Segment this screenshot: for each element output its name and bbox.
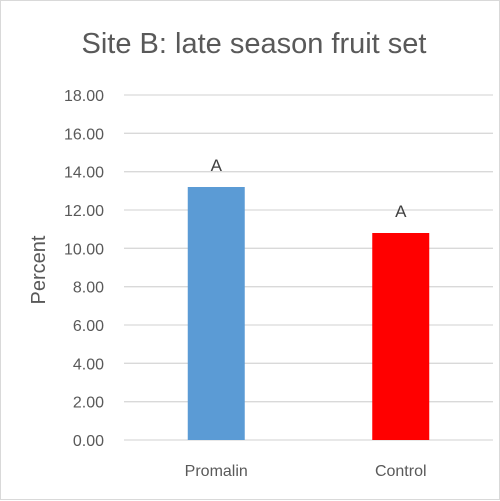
y-tick-label: 8.00 xyxy=(73,280,104,297)
bars xyxy=(187,187,430,440)
y-tick-label: 12.00 xyxy=(64,203,104,220)
y-tick-label: 10.00 xyxy=(64,241,104,258)
gridlines xyxy=(124,94,493,441)
x-axis-ticks: Promalin Control xyxy=(185,463,427,480)
y-tick-label: 2.00 xyxy=(73,395,104,412)
bar-control xyxy=(372,233,430,440)
bar-promalin xyxy=(187,187,245,440)
data-label-control: A xyxy=(395,202,407,221)
data-labels: AA xyxy=(211,156,408,221)
y-tick-label: 4.00 xyxy=(73,356,104,373)
x-tick-label-promalin: Promalin xyxy=(185,463,248,480)
data-label-promalin: A xyxy=(211,156,223,175)
x-tick-label-control: Control xyxy=(375,463,427,480)
y-tick-label: 18.00 xyxy=(64,88,104,105)
chart-title: Site B: late season fruit set xyxy=(82,28,427,60)
y-tick-label: 16.00 xyxy=(64,126,104,143)
y-tick-label: 0.00 xyxy=(73,433,104,450)
y-tick-label: 6.00 xyxy=(73,318,104,335)
y-axis-ticks: 0.00 2.00 4.00 6.00 8.00 10.00 12.00 14.00 16.00… xyxy=(64,88,104,450)
y-tick-label: 14.00 xyxy=(64,165,104,182)
y-axis-title: Percent xyxy=(28,235,50,304)
